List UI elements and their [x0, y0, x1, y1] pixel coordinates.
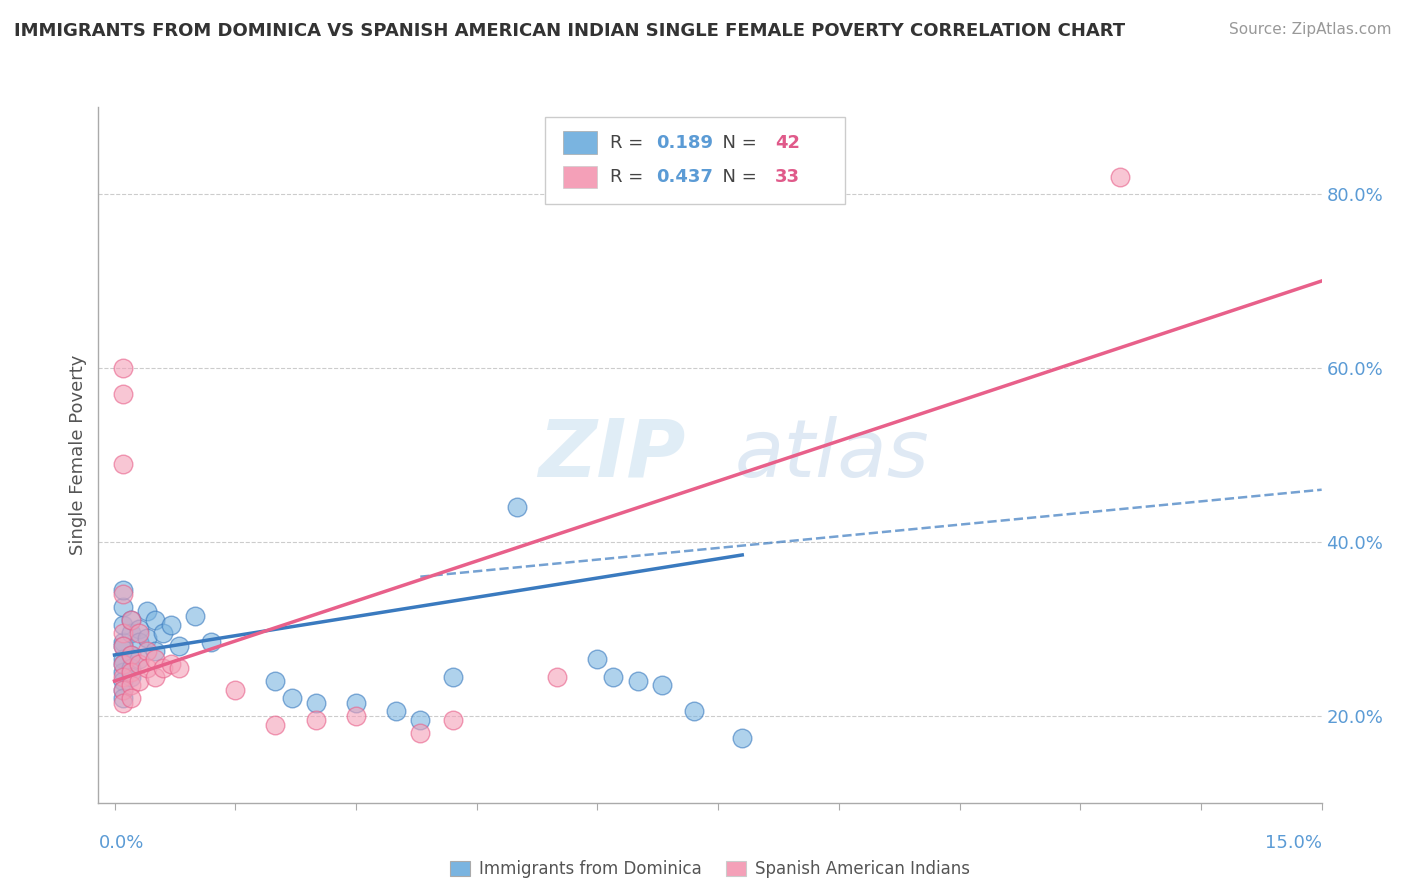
- Point: [128, 674, 150, 689]
- Point: [111, 691, 134, 706]
- Legend: Immigrants from Dominica, Spanish American Indians: Immigrants from Dominica, Spanish Americ…: [444, 854, 976, 885]
- Point: [128, 657, 150, 671]
- Point: [120, 648, 142, 662]
- Point: [135, 631, 157, 645]
- Point: [111, 387, 134, 401]
- Point: [120, 613, 142, 627]
- Point: [120, 613, 142, 627]
- Point: [111, 657, 134, 671]
- FancyBboxPatch shape: [564, 131, 598, 153]
- Point: [152, 626, 174, 640]
- Point: [135, 605, 157, 619]
- Point: [111, 657, 134, 671]
- Point: [305, 696, 328, 710]
- Point: [120, 691, 142, 706]
- Point: [111, 360, 134, 375]
- FancyBboxPatch shape: [564, 166, 598, 188]
- Point: [128, 635, 150, 649]
- Point: [111, 682, 134, 697]
- Point: [111, 639, 134, 653]
- Point: [683, 705, 706, 719]
- Point: [731, 731, 754, 745]
- Point: [120, 670, 142, 684]
- Point: [120, 626, 142, 640]
- Point: [111, 457, 134, 471]
- Point: [224, 682, 246, 697]
- Y-axis label: Single Female Poverty: Single Female Poverty: [69, 355, 87, 555]
- Point: [135, 643, 157, 657]
- Text: Source: ZipAtlas.com: Source: ZipAtlas.com: [1229, 22, 1392, 37]
- Text: 0.0%: 0.0%: [98, 834, 143, 852]
- Point: [344, 696, 367, 710]
- Point: [344, 708, 367, 723]
- Point: [111, 582, 134, 597]
- Point: [626, 674, 648, 689]
- Point: [167, 639, 190, 653]
- Point: [409, 713, 432, 727]
- Text: N =: N =: [711, 134, 762, 152]
- Point: [546, 670, 568, 684]
- Point: [128, 652, 150, 666]
- Point: [111, 652, 134, 666]
- Point: [167, 661, 190, 675]
- Point: [111, 665, 134, 680]
- Text: R =: R =: [610, 134, 648, 152]
- Point: [111, 587, 134, 601]
- Point: [441, 670, 464, 684]
- Point: [1109, 169, 1132, 184]
- Point: [385, 705, 408, 719]
- Point: [184, 608, 207, 623]
- Point: [160, 657, 183, 671]
- Text: 0.189: 0.189: [657, 134, 713, 152]
- Point: [143, 613, 166, 627]
- Point: [111, 617, 134, 632]
- Point: [111, 696, 134, 710]
- Text: R =: R =: [610, 169, 648, 186]
- Point: [409, 726, 432, 740]
- Text: N =: N =: [711, 169, 762, 186]
- FancyBboxPatch shape: [546, 118, 845, 204]
- Point: [120, 678, 142, 692]
- Point: [111, 674, 134, 689]
- Point: [111, 682, 134, 697]
- Point: [160, 617, 183, 632]
- Point: [111, 670, 134, 684]
- Point: [111, 626, 134, 640]
- Point: [120, 661, 142, 675]
- Point: [111, 600, 134, 615]
- Point: [135, 661, 157, 675]
- Point: [264, 674, 287, 689]
- Point: [143, 670, 166, 684]
- Point: [441, 713, 464, 727]
- Point: [200, 635, 222, 649]
- Text: ZIP: ZIP: [538, 416, 686, 494]
- Point: [128, 622, 150, 636]
- Text: 0.437: 0.437: [657, 169, 713, 186]
- Point: [264, 717, 287, 731]
- Point: [305, 713, 328, 727]
- Point: [111, 639, 134, 653]
- Text: IMMIGRANTS FROM DOMINICA VS SPANISH AMERICAN INDIAN SINGLE FEMALE POVERTY CORREL: IMMIGRANTS FROM DOMINICA VS SPANISH AMER…: [14, 22, 1125, 40]
- Point: [120, 648, 142, 662]
- Point: [651, 678, 673, 692]
- Point: [506, 500, 529, 514]
- Point: [128, 626, 150, 640]
- Text: atlas: atlas: [734, 416, 929, 494]
- Point: [120, 665, 142, 680]
- Point: [111, 635, 134, 649]
- Point: [143, 652, 166, 666]
- Point: [143, 643, 166, 657]
- Text: 42: 42: [775, 134, 800, 152]
- Point: [602, 670, 624, 684]
- Text: 33: 33: [775, 169, 800, 186]
- Point: [280, 691, 302, 706]
- Point: [152, 661, 174, 675]
- Text: 15.0%: 15.0%: [1264, 834, 1322, 852]
- Point: [586, 652, 609, 666]
